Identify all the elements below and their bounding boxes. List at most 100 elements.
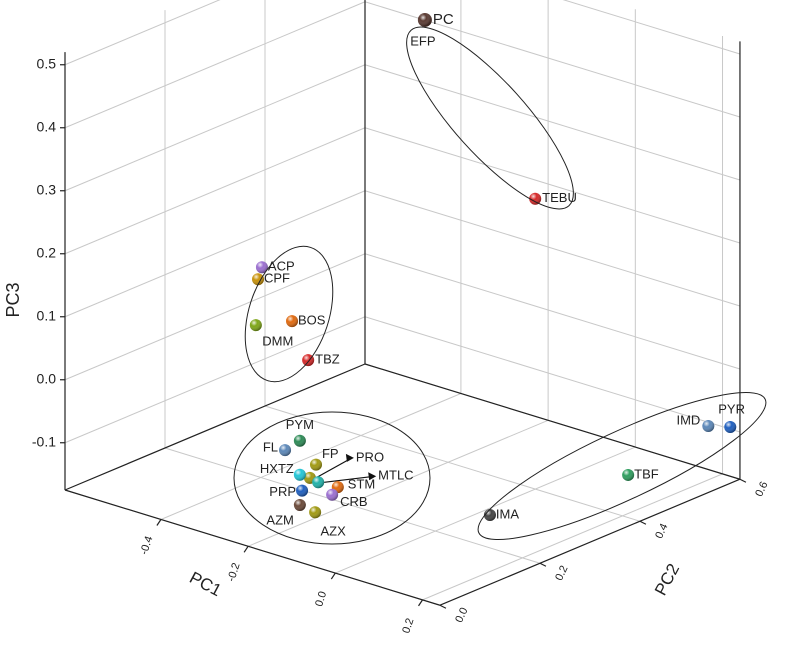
- grid-line: [64, 316, 366, 444]
- grid-line: [364, 64, 741, 181]
- point-label: PC: [433, 11, 454, 28]
- cluster-ellipse: [477, 391, 767, 541]
- point-label: PRO: [356, 449, 384, 464]
- point-shine: [293, 434, 306, 447]
- tick-mark: [156, 519, 162, 526]
- grid-line: [422, 473, 723, 601]
- point-label: AZM: [266, 512, 293, 527]
- label-arrow: [315, 457, 353, 479]
- point-shine: [296, 484, 309, 497]
- point-label: AZX: [320, 524, 346, 539]
- point-label: TEBU: [542, 190, 577, 205]
- point-shine: [326, 488, 339, 501]
- point-shine: [529, 192, 542, 205]
- point-shine: [702, 420, 715, 433]
- grid-line: [364, 190, 741, 307]
- grid-line: [247, 419, 549, 547]
- point-label: ACP: [268, 259, 295, 274]
- point-shine: [418, 13, 431, 26]
- grid-line: [562, 0, 741, 55]
- plot: [60, 0, 747, 609]
- point-shine: [293, 499, 306, 512]
- z-tick-label: 0.1: [37, 307, 57, 323]
- tick-mark: [739, 478, 747, 483]
- grid-line: [64, 1, 366, 129]
- point-label: PYM: [286, 417, 314, 432]
- y-tick-label: 0.2: [553, 564, 570, 583]
- label-arrow-head: [368, 472, 377, 481]
- axis-line: [364, 363, 741, 480]
- cluster-ellipse: [233, 411, 431, 545]
- tick-mark: [330, 572, 336, 580]
- x-tick-label: 0.2: [400, 617, 416, 635]
- point-label: TBF: [634, 466, 659, 481]
- x-axis-title: PC1: [186, 568, 224, 600]
- y-tick-label: 0.6: [753, 480, 770, 499]
- point-shine: [302, 354, 315, 367]
- point-shine: [724, 420, 737, 433]
- y-tick-label: 0.0: [453, 606, 470, 625]
- grid-line: [64, 190, 366, 318]
- point-shine: [309, 458, 322, 471]
- z-tick-label: 0.2: [37, 244, 57, 260]
- cluster-ellipse: [244, 245, 334, 383]
- point-label: CRB: [340, 494, 367, 509]
- axis-line: [439, 478, 741, 606]
- grid-line: [364, 253, 741, 370]
- z-tick-label: -0.1: [32, 433, 56, 449]
- point-shine: [249, 319, 262, 332]
- label-arrow-head: [345, 453, 354, 462]
- tick-mark: [439, 604, 447, 609]
- point-label: IMA: [496, 506, 519, 521]
- point-label: CPF: [264, 271, 290, 286]
- tick-mark: [418, 599, 424, 607]
- grid-line: [64, 0, 221, 66]
- axis-line: [64, 489, 441, 606]
- point-label: FL: [263, 440, 278, 455]
- cluster-ellipse: [406, 26, 574, 210]
- label-arrow: [324, 475, 375, 483]
- grid-line: [64, 253, 366, 381]
- grid-line: [160, 393, 462, 520]
- y-axis-title: PC2: [651, 560, 683, 598]
- grid-line: [364, 127, 741, 244]
- z-tick-label: 0.4: [37, 118, 57, 134]
- z-tick-label: 0.0: [37, 370, 57, 386]
- tick-mark: [243, 545, 249, 553]
- y-tick-label: 0.4: [653, 522, 670, 541]
- point-label: BOS: [298, 313, 326, 328]
- point-label: MTLC: [378, 468, 413, 483]
- grid-line: [335, 446, 636, 574]
- point-shine: [622, 468, 635, 481]
- grid-line: [64, 127, 366, 255]
- point-shine: [312, 476, 325, 489]
- point-shine: [309, 506, 322, 519]
- point-label: STM: [348, 477, 375, 492]
- point-label: DMM: [262, 334, 293, 349]
- point-shine: [252, 273, 265, 286]
- grid-line: [364, 316, 741, 433]
- point-label: PYR: [718, 401, 745, 416]
- x-tick-label: -0.4: [138, 535, 155, 557]
- point-label: EFP: [410, 33, 435, 48]
- point-label: FP: [322, 446, 339, 461]
- point-label: PRP: [269, 484, 296, 499]
- point-shine: [255, 261, 268, 274]
- point-shine: [279, 444, 292, 457]
- point-shine: [293, 468, 306, 481]
- tick-mark: [539, 562, 547, 567]
- z-axis-title: PC3: [3, 282, 23, 317]
- point-label: TBZ: [315, 352, 340, 367]
- z-tick-label: 0.3: [37, 181, 57, 197]
- z-tick-label: 0.5: [37, 55, 57, 71]
- axis-line: [64, 363, 366, 491]
- point-shine: [483, 509, 496, 522]
- grid-line: [164, 447, 541, 564]
- x-tick-label: -0.2: [225, 561, 242, 583]
- grid-line: [264, 405, 641, 522]
- point-label: IMD: [676, 412, 700, 427]
- x-tick-label: 0.0: [313, 590, 329, 608]
- point-label: HXTZ: [260, 461, 294, 476]
- tick-mark: [639, 520, 647, 525]
